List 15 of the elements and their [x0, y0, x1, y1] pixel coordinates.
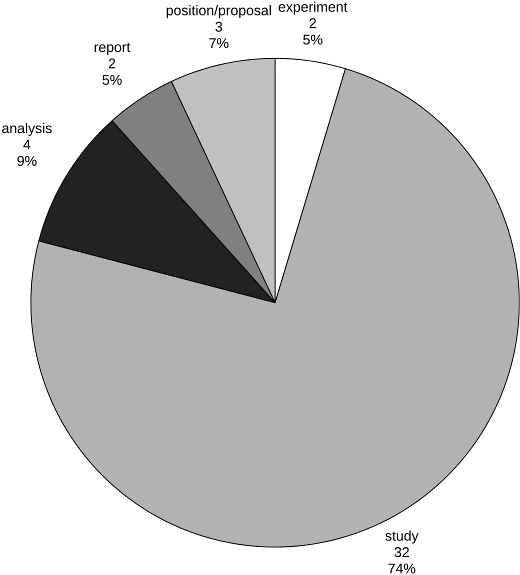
text: 5%: [303, 34, 323, 45]
data-label: 32: [394, 547, 410, 558]
slice-label: report: [94, 42, 130, 55]
data-label: 4: [23, 140, 30, 150]
slice-label: position/proposal: [166, 5, 271, 18]
text: 7%: [209, 38, 229, 48]
data-label: 3: [216, 22, 222, 32]
slice-label: analysis: [2, 122, 52, 136]
slice-label: study: [386, 530, 419, 544]
text: 9%: [18, 156, 37, 166]
text: 74%: [388, 564, 416, 574]
text: 5%: [102, 74, 122, 85]
data-label: 2: [108, 58, 116, 68]
data-label: 2: [310, 18, 316, 28]
slice-label: experiment: [278, 2, 348, 15]
